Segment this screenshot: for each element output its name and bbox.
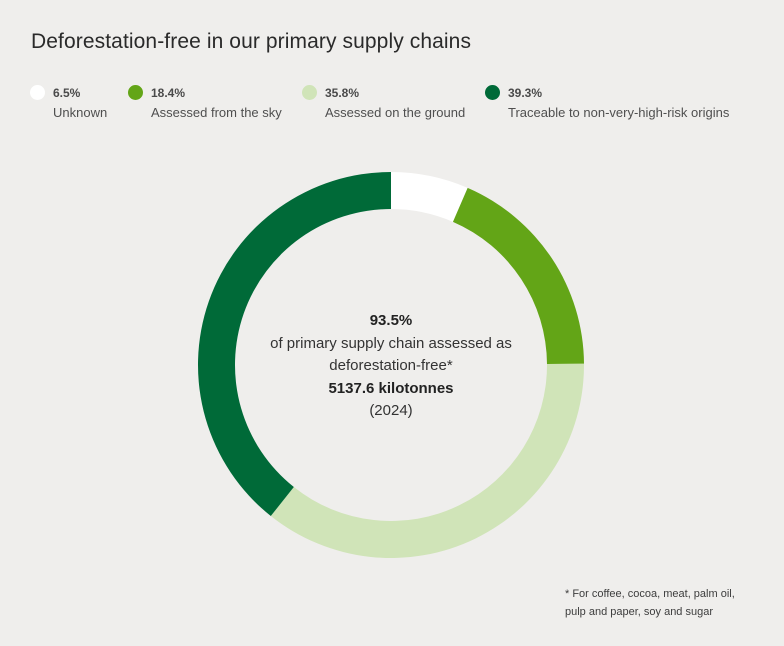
footnote-line-1: * For coffee, cocoa, meat, palm oil,: [565, 588, 735, 600]
center-year: (2024): [369, 402, 413, 419]
center-line-1: of primary supply chain assessed as: [270, 334, 512, 352]
donut-slice-ground: [270, 363, 585, 558]
center-percent: 93.5%: [369, 312, 413, 329]
legend-value-ground: 35.8%: [325, 86, 360, 100]
legend-value-unknown: 6.5%: [53, 86, 81, 100]
footnote: * For coffee, cocoa, meat, palm oil, pul…: [565, 585, 775, 621]
legend-value-traceable: 39.3%: [508, 86, 543, 100]
legend-label-ground: Assessed on the ground: [325, 105, 466, 120]
legend-value-sky: 18.4%: [151, 86, 186, 100]
legend-label-unknown: Unknown: [53, 105, 108, 120]
center-amount: 5137.6 kilotonnes: [328, 379, 454, 397]
donut-slice-traceable: [198, 172, 391, 517]
center-line-2: deforestation-free*: [329, 357, 453, 374]
donut-center-summary: 93.5% of primary supply chain assessed a…: [231, 310, 551, 423]
footnote-line-2: pulp and paper, soy and sugar: [565, 606, 714, 618]
donut-slice-unknown: [391, 172, 468, 222]
legend-swatch-unknown: [30, 85, 45, 100]
donut-slice-sky: [452, 187, 584, 365]
legend-swatch-ground: [302, 85, 317, 100]
chart-legend: 6.5% Unknown 18.4% Assessed from the sky…: [0, 84, 784, 124]
chart-title: Deforestation-free in our primary supply…: [31, 30, 472, 53]
legend-label-traceable: Traceable to non-very-high-risk origins: [508, 105, 730, 120]
legend-swatch-sky: [128, 85, 143, 100]
legend-label-sky: Assessed from the sky: [151, 105, 282, 120]
legend-swatch-traceable: [485, 85, 500, 100]
